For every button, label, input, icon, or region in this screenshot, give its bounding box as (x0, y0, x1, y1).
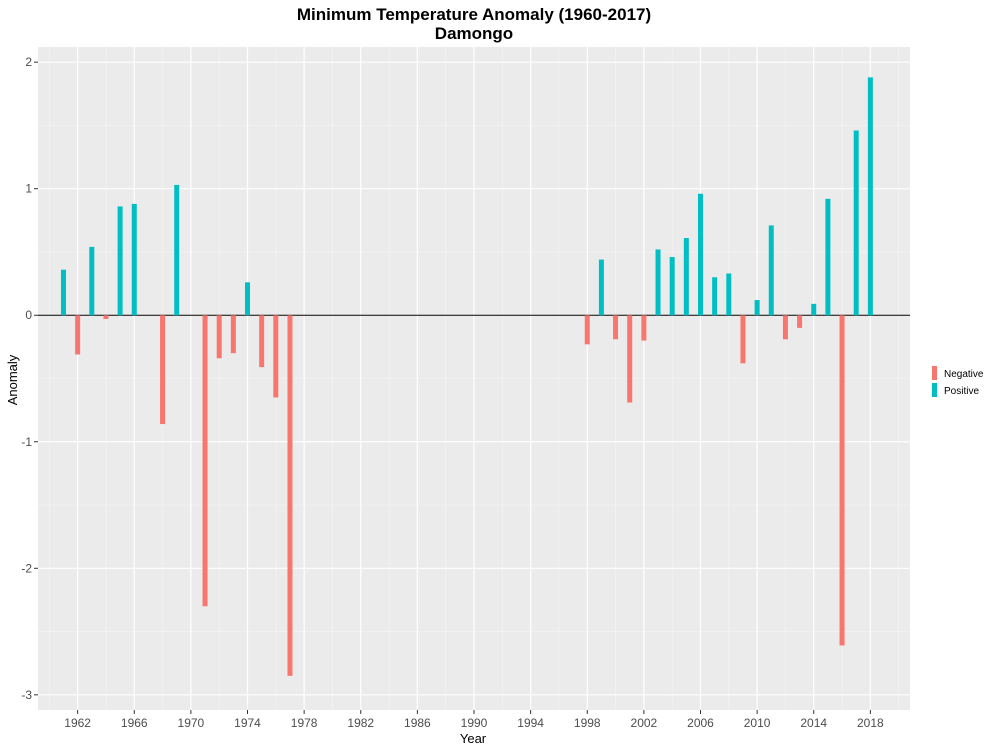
x-tick-label: 1978 (291, 716, 318, 730)
chart-subtitle: Damongo (434, 24, 514, 43)
bar-negative-1998 (584, 315, 590, 345)
bar-negative-2016 (839, 315, 845, 646)
bar-negative-1972 (216, 315, 222, 359)
x-tick-label: 1994 (517, 716, 544, 730)
x-tick-label: 1998 (574, 716, 601, 730)
legend-label-positive: Positive (944, 386, 979, 397)
bar-positive-1961 (60, 269, 66, 316)
x-tick-label: 1974 (234, 716, 261, 730)
bar-negative-2009 (740, 315, 746, 364)
x-tick-label: 2018 (857, 716, 884, 730)
bar-positive-2018 (867, 77, 873, 316)
bar-negative-2000 (613, 315, 619, 340)
bar-positive-1963 (89, 246, 95, 316)
bar-positive-2015 (825, 198, 831, 316)
bar-negative-1968 (160, 315, 166, 425)
chart-title: Minimum Temperature Anomaly (1960-2017) (296, 5, 652, 24)
bar-positive-2006 (697, 193, 703, 316)
bar-negative-1973 (230, 315, 236, 354)
bar-negative-2012 (782, 315, 788, 340)
bar-positive-1974 (245, 282, 251, 316)
bar-negative-1977 (287, 315, 293, 676)
bar-negative-1976 (273, 315, 279, 398)
x-tick-label: 2006 (687, 716, 714, 730)
y-tick-label: 0 (25, 308, 32, 322)
bar-negative-2013 (797, 315, 803, 328)
legend-key-negative (932, 366, 937, 380)
x-tick-label: 1962 (64, 716, 91, 730)
bar-negative-1962 (75, 315, 81, 355)
bar-positive-2014 (811, 303, 817, 316)
y-tick-label: 2 (25, 55, 32, 69)
y-axis-title: Anomaly (5, 354, 20, 405)
bar-positive-1965 (117, 206, 123, 316)
bars-layer (60, 77, 873, 676)
x-tick-label: 1970 (178, 716, 205, 730)
bar-positive-2005 (683, 238, 689, 316)
bar-negative-2001 (627, 315, 633, 403)
x-tick-label: 2014 (800, 716, 827, 730)
bar-negative-1971 (202, 315, 208, 607)
bar-positive-2010 (754, 300, 760, 316)
bar-positive-2008 (726, 273, 732, 316)
x-tick-label: 1986 (404, 716, 431, 730)
bar-negative-1975 (259, 315, 265, 368)
y-axis: -3 -2 -1 0 1 2 (21, 55, 38, 702)
x-tick-label: 1982 (347, 716, 374, 730)
x-tick-label: 1966 (121, 716, 148, 730)
x-tick-label: 1990 (461, 716, 488, 730)
bar-positive-2004 (669, 257, 675, 316)
y-tick-label: -2 (21, 561, 32, 575)
bar-positive-2007 (712, 277, 718, 316)
x-tick-label: 2002 (631, 716, 658, 730)
legend-key-positive (932, 383, 937, 397)
y-tick-label: -3 (21, 688, 32, 702)
y-tick-label: -1 (21, 435, 32, 449)
legend: Negative Positive (932, 366, 984, 397)
bar-positive-1966 (131, 203, 137, 316)
legend-label-negative: Negative (944, 369, 984, 380)
bar-positive-2011 (768, 225, 774, 316)
bar-negative-2002 (641, 315, 647, 341)
x-tick-label: 2010 (744, 716, 771, 730)
bar-negative-1964 (103, 315, 109, 320)
bar-positive-2003 (655, 249, 661, 316)
chart-title-block: Minimum Temperature Anomaly (1960-2017) … (38, 5, 910, 43)
bar-positive-2017 (853, 130, 859, 316)
y-tick-label: 1 (25, 182, 32, 196)
bar-positive-1999 (598, 259, 604, 316)
bar-positive-1969 (174, 184, 180, 316)
x-axis: 1962 1966 1970 1974 1978 1982 1986 1990 1994 1998… (64, 710, 884, 730)
x-axis-title: Year (460, 731, 487, 746)
